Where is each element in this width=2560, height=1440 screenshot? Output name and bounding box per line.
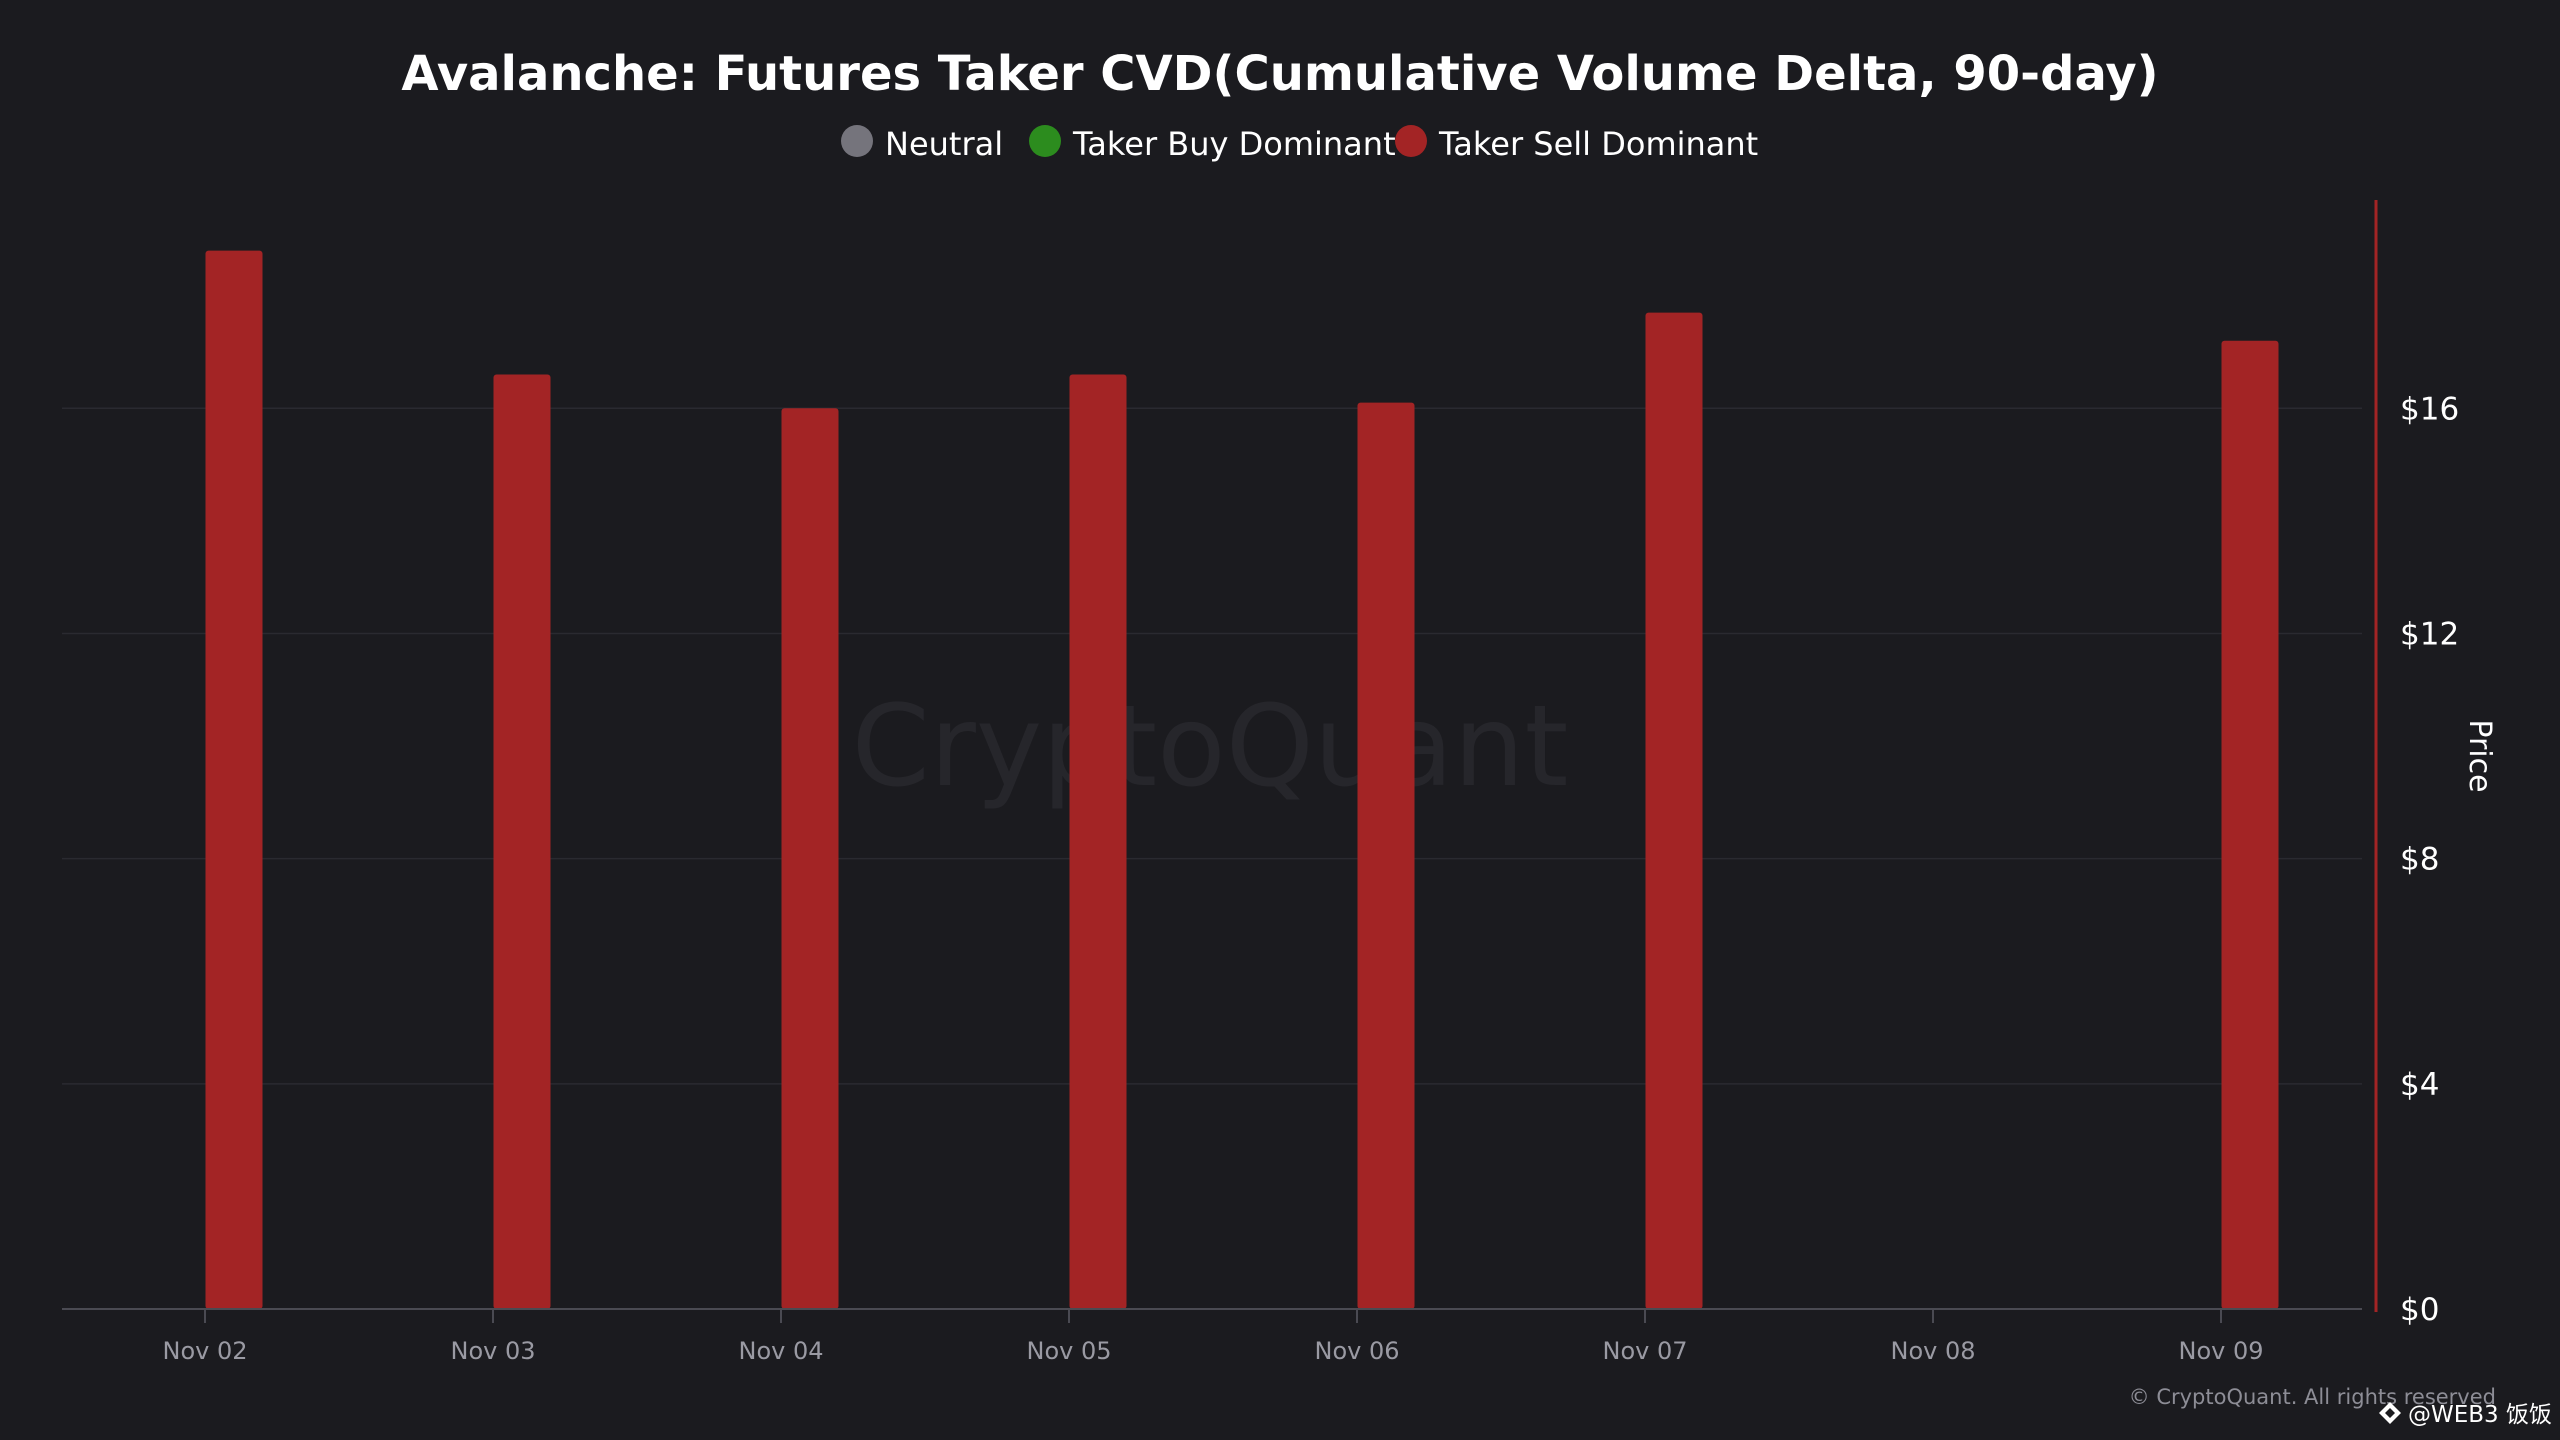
y-axis: $0 $4 $8 $12 $16 (2374, 200, 2459, 1328)
watermark: CryptoQuant (852, 682, 1569, 812)
x-tick-label: Nov 06 (1314, 1337, 1399, 1365)
legend-label: Taker Sell Dominant (1438, 125, 1758, 163)
binance-icon (2379, 1402, 2401, 1424)
bar-nov-07[interactable] (1645, 312, 1703, 1309)
y-axis-title: Price (2462, 719, 2497, 792)
x-tick-label: Nov 03 (450, 1337, 535, 1365)
copyright-text: © CryptoQuant. All rights reserved (2129, 1385, 2496, 1409)
x-tick-label: Nov 04 (738, 1337, 823, 1365)
legend-swatch (1395, 125, 1427, 157)
x-tick-label: Nov 05 (1026, 1337, 1111, 1365)
y-tick-label: $12 (2400, 616, 2459, 652)
legend-item-1[interactable]: Neutral (841, 125, 1003, 163)
y-tick-label: $4 (2400, 1067, 2439, 1103)
x-tick-label: Nov 07 (1602, 1337, 1687, 1365)
bar-nov-05[interactable] (1069, 374, 1127, 1309)
legend-swatch (1029, 125, 1061, 157)
legend-label: Taker Buy Dominant (1072, 125, 1396, 163)
credit-text: @WEB3 饭饭 (2408, 1402, 2552, 1428)
bars (205, 250, 2279, 1310)
legend-item-3[interactable]: Taker Sell Dominant (1395, 125, 1758, 163)
legend: Neutral Taker Buy Dominant Taker Sell Domi… (841, 125, 1758, 163)
chart-title: Avalanche: Futures Taker CVD(Cumulative … (401, 46, 2158, 102)
bar-nov-04[interactable] (781, 408, 839, 1310)
bar-nov-06[interactable] (1357, 402, 1415, 1309)
bar-nov-03[interactable] (493, 374, 551, 1309)
y-tick-label: $0 (2400, 1292, 2439, 1328)
y-tick-label: $8 (2400, 842, 2439, 878)
x-tick-label: Nov 09 (2178, 1337, 2263, 1365)
credit: @WEB3 饭饭 (2379, 1402, 2552, 1428)
x-axis: Nov 02 Nov 03 Nov 04 Nov 05 Nov 06 Nov 07 Nov … (62, 1308, 2362, 1365)
legend-label: Neutral (885, 125, 1003, 163)
x-tick-label: Nov 08 (1890, 1337, 1975, 1365)
x-tick-label: Nov 02 (162, 1337, 247, 1365)
legend-item-2[interactable]: Taker Buy Dominant (1029, 125, 1396, 163)
y-tick-label: $16 (2400, 391, 2459, 427)
bar-nov-02[interactable] (205, 250, 263, 1309)
grid-lines (62, 407, 2362, 1085)
legend-swatch (841, 125, 873, 157)
bar-nov-09[interactable] (2221, 340, 2279, 1309)
